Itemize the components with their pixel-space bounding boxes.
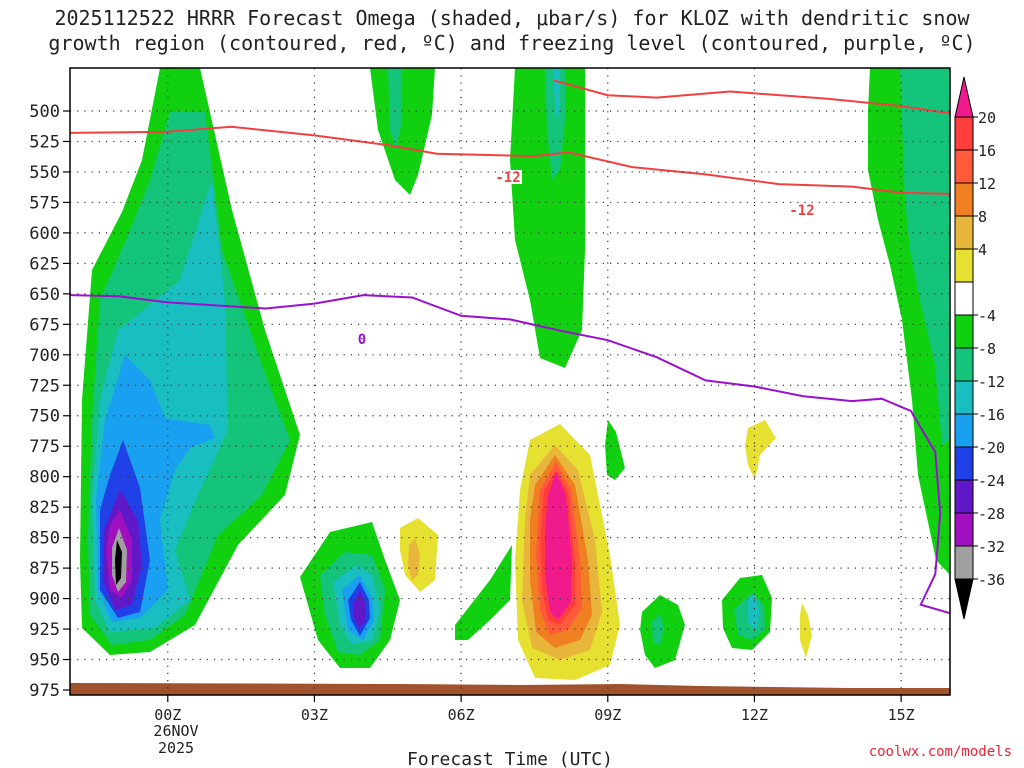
freezing-level-contour (70, 294, 950, 615)
plot-frame (69, 67, 951, 696)
x-tick-label: 09Z (594, 706, 621, 724)
colorbar-swatch (954, 479, 974, 514)
y-tick-label: 750 (29, 407, 60, 427)
colorbar-swatch (954, 347, 974, 382)
colorbar-swatch (954, 248, 974, 283)
freezing-label: 0 (358, 332, 366, 348)
y-tick-label: 500 (29, 102, 60, 122)
y-tick-label: 550 (29, 163, 60, 183)
x-axis-title: Forecast Time (UTC) (407, 749, 613, 768)
y-tick-label: 925 (29, 620, 60, 640)
x-tick-label: 12Z (741, 706, 768, 724)
dgz-minus12-contour (70, 125, 950, 195)
omega-region-plus4 (745, 420, 776, 480)
y-tick-label: 850 (29, 529, 60, 549)
omega-region-plus8 (408, 538, 420, 580)
dgz-upper-contour (553, 79, 950, 115)
colorbar-swatch (954, 446, 974, 481)
omega-region-minus4 (510, 68, 585, 368)
colorbar-label: -16 (978, 406, 1005, 424)
colorbar-arrow-top (954, 76, 974, 118)
colorbar-swatch (954, 545, 974, 580)
colorbar-label: 8 (978, 208, 987, 226)
terrain-strip (70, 683, 950, 695)
y-tick-label: 625 (29, 254, 60, 274)
omega-region-minus4 (605, 420, 625, 480)
colorbar-label: 12 (978, 175, 996, 193)
colorbar-label: -20 (978, 439, 1005, 457)
y-tick-label: 725 (29, 376, 60, 396)
credit-link[interactable]: coolwx.com/models (868, 744, 1012, 760)
colorbar-label: 16 (978, 142, 996, 160)
omega-region-minus8 (900, 68, 950, 445)
dgz-contour-label: -12 (788, 203, 816, 219)
colorbar-swatch (954, 314, 974, 349)
omega-region-minus4 (455, 545, 512, 640)
gridlines (70, 68, 950, 695)
colorbar-label: -28 (978, 505, 1005, 523)
y-tick-label: 600 (29, 224, 60, 244)
omega-region-minus12 (748, 594, 760, 630)
x-tick-label: 00Z (154, 706, 181, 724)
title-line-2: growth region (contoured, red, ºC) and f… (48, 31, 976, 55)
omega-shading (80, 68, 950, 680)
colorbar-label: -8 (978, 340, 996, 358)
colorbar-swatch (954, 281, 974, 316)
date-label-day: 26NOV (153, 722, 198, 740)
colorbar-label: -24 (978, 472, 1005, 490)
colorbar-swatch (954, 512, 974, 547)
omega-region-minus8 (652, 614, 664, 645)
y-tick-label: 875 (29, 559, 60, 579)
y-tick-label: 650 (29, 285, 60, 305)
omega-region-minus24 (353, 590, 366, 628)
y-tick-label: 900 (29, 590, 60, 610)
y-tick-label: 575 (29, 193, 60, 213)
colorbar-label: -36 (978, 571, 1005, 589)
x-tick-label: 06Z (448, 706, 475, 724)
y-tick-label: 975 (29, 681, 60, 701)
x-tick-label: 03Z (301, 706, 328, 724)
y-tick-label: 700 (29, 346, 60, 366)
omega-region-minus4 (370, 68, 435, 195)
y-tick-label: 950 (29, 651, 60, 671)
y-tick-label: 825 (29, 498, 60, 518)
dgz-label-2: -12 (789, 203, 814, 219)
y-tick-label: 775 (29, 437, 60, 457)
omega-region-minus36 (115, 540, 122, 585)
colorbar-label: -12 (978, 373, 1005, 391)
date-label-year: 2025 (158, 739, 194, 757)
y-tick-label: 800 (29, 468, 60, 488)
chart-title: 2025112522 HRRR Forecast Omega (shaded, … (0, 6, 1024, 56)
colorbar-swatch (954, 413, 974, 448)
omega-region-plus4 (800, 603, 812, 658)
y-tick-label: 525 (29, 132, 60, 152)
x-axis: 00Z 03Z 06Z 09Z 12Z 15Z (154, 695, 915, 724)
colorbar-swatch (954, 380, 974, 415)
x-tick-label: 15Z (888, 706, 915, 724)
omega-region-extreme-positive (545, 472, 572, 620)
title-line-1: 2025112522 HRRR Forecast Omega (shaded, … (54, 6, 970, 30)
colorbar-arrow-bottom (954, 578, 974, 620)
colorbar: 20 16 12 8 4 -4 -8 -12 -16 -20 -24 -28 -32 -36 (954, 76, 1005, 620)
colorbar-swatch (954, 215, 974, 250)
freezing-contour-label: 0 (355, 332, 369, 348)
dgz-contour-label: -12 (494, 170, 522, 186)
y-tick-label: 675 (29, 315, 60, 335)
colorbar-label: 4 (978, 241, 987, 259)
colorbar-label: 20 (978, 109, 996, 127)
omega-region-minus8 (388, 68, 402, 150)
dgz-label-1: -12 (495, 170, 520, 186)
colorbar-label: -32 (978, 538, 1005, 556)
colorbar-swatch (954, 116, 974, 151)
y-axis: 500 525 550 575 600 625 650 675 700 725 750 775 800 8… (29, 102, 70, 701)
colorbar-swatch (954, 149, 974, 184)
colorbar-swatch (954, 182, 974, 217)
colorbar-label: -4 (978, 307, 996, 325)
